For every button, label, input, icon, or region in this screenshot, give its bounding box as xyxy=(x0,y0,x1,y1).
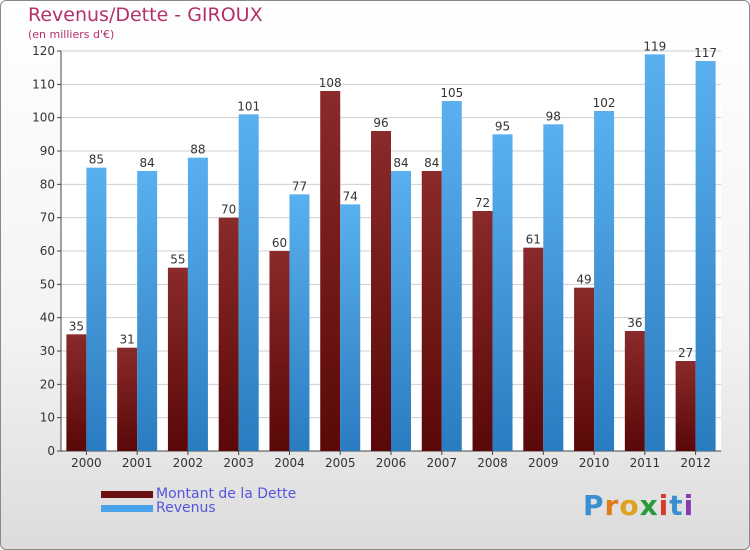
legend: Montant de la Dette Revenus xyxy=(101,486,297,516)
bar-dette xyxy=(472,211,493,451)
y-tick-label: 0 xyxy=(47,444,55,458)
legend-label-dette: Montant de la Dette xyxy=(156,486,297,502)
data-label-dette: 70 xyxy=(221,203,236,217)
chart-title: Revenus/Dette - GIROUX xyxy=(28,4,263,26)
data-label-revenus: 95 xyxy=(495,119,510,133)
data-label-dette: 108 xyxy=(319,76,342,90)
x-tick-label: 2009 xyxy=(528,456,559,470)
bar-revenus xyxy=(441,101,462,451)
x-tick-label: 2006 xyxy=(376,456,407,470)
legend-label-revenus: Revenus xyxy=(156,500,216,516)
bar-dette xyxy=(320,91,341,451)
bar-revenus xyxy=(594,111,615,451)
bar-revenus xyxy=(340,204,361,451)
legend-item-revenus: Revenus xyxy=(101,500,296,516)
proxiti-logo: Proxiti xyxy=(583,489,695,522)
bar-revenus xyxy=(86,167,107,451)
legend-swatch-dette xyxy=(101,490,153,498)
y-tick-label: 60 xyxy=(40,244,55,258)
bar-dette xyxy=(269,251,290,451)
bar-dette xyxy=(574,287,595,451)
bar-revenus xyxy=(289,194,310,452)
bar-revenus xyxy=(644,54,665,451)
y-tick-label: 30 xyxy=(40,344,55,358)
data-label-dette: 27 xyxy=(678,346,693,360)
bar-dette xyxy=(66,334,87,451)
data-label-revenus: 85 xyxy=(89,153,104,167)
data-label-dette: 31 xyxy=(120,333,135,347)
y-tick-label: 120 xyxy=(32,44,55,58)
x-tick-label: 2007 xyxy=(426,456,457,470)
bar-revenus xyxy=(695,61,716,451)
data-label-dette: 36 xyxy=(627,316,642,330)
bar-dette xyxy=(675,361,696,451)
x-tick-label: 2008 xyxy=(477,456,508,470)
data-label-revenus: 101 xyxy=(237,99,260,113)
bar-dette xyxy=(218,217,239,451)
bar-dette xyxy=(371,131,391,451)
legend-swatch-revenus xyxy=(101,504,153,512)
bar-revenus xyxy=(492,134,513,452)
y-tick-label: 10 xyxy=(40,411,55,425)
x-tick-label: 2012 xyxy=(680,456,711,470)
x-tick-label: 2002 xyxy=(173,456,204,470)
bar-dette xyxy=(167,267,188,451)
x-tick-label: 2004 xyxy=(274,456,305,470)
data-label-dette: 61 xyxy=(526,233,541,247)
y-tick-label: 50 xyxy=(40,277,55,291)
y-tick-label: 110 xyxy=(32,77,55,91)
bar-revenus xyxy=(543,124,564,451)
data-label-dette: 49 xyxy=(576,273,591,287)
data-label-revenus: 98 xyxy=(546,109,561,123)
x-tick-label: 2001 xyxy=(122,456,153,470)
bar-dette xyxy=(117,347,138,451)
data-label-revenus: 102 xyxy=(593,96,616,110)
data-label-revenus: 74 xyxy=(343,189,358,203)
data-label-dette: 96 xyxy=(373,116,388,130)
legend-item-dette: Montant de la Dette xyxy=(101,486,297,502)
data-label-dette: 35 xyxy=(69,319,84,333)
bar-revenus xyxy=(391,171,411,451)
data-label-revenus: 84 xyxy=(393,156,408,170)
bar-dette xyxy=(624,331,645,451)
data-label-dette: 55 xyxy=(170,253,185,267)
y-tick-label: 80 xyxy=(40,177,55,191)
data-label-revenus: 119 xyxy=(643,39,666,53)
bar-dette xyxy=(523,247,544,451)
data-label-revenus: 105 xyxy=(440,86,463,100)
data-label-revenus: 88 xyxy=(190,143,205,157)
y-tick-label: 100 xyxy=(32,111,55,125)
bar-revenus xyxy=(137,171,158,451)
bar-revenus xyxy=(187,157,208,451)
data-label-dette: 60 xyxy=(272,236,287,250)
bar-revenus xyxy=(238,114,259,451)
data-label-dette: 72 xyxy=(475,196,490,210)
x-tick-label: 2003 xyxy=(223,456,254,470)
x-tick-label: 2010 xyxy=(579,456,610,470)
data-label-dette: 84 xyxy=(424,156,439,170)
data-label-revenus: 84 xyxy=(140,156,155,170)
chart-subtitle: (en milliers d'€) xyxy=(28,28,115,41)
bar-dette xyxy=(421,171,442,451)
x-tick-label: 2011 xyxy=(630,456,661,470)
y-tick-label: 70 xyxy=(40,211,55,225)
x-tick-label: 2000 xyxy=(71,456,102,470)
x-tick-label: 2005 xyxy=(325,456,356,470)
y-tick-label: 20 xyxy=(40,377,55,391)
data-label-revenus: 77 xyxy=(292,179,307,193)
data-label-revenus: 117 xyxy=(694,46,717,60)
y-tick-label: 90 xyxy=(40,144,55,158)
y-tick-label: 40 xyxy=(40,311,55,325)
